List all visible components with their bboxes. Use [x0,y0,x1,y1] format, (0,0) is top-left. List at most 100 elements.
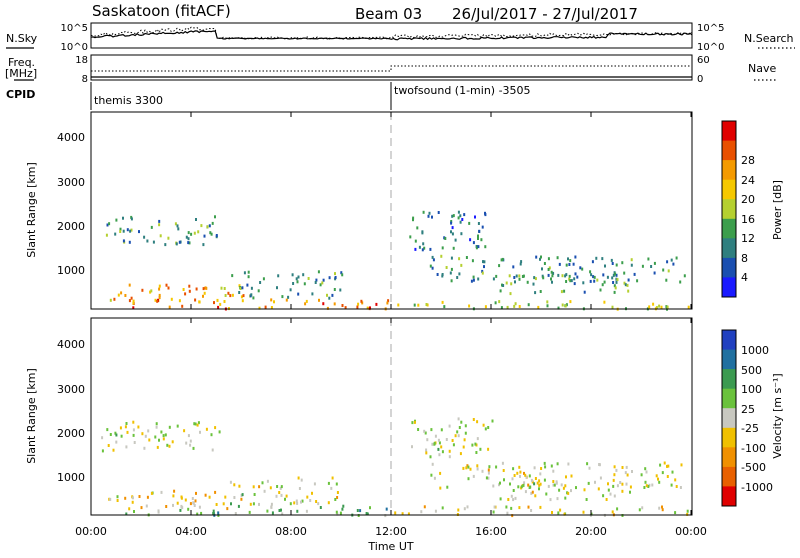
heatmap-cell [647,257,650,261]
vel-cbar-tick-m500: -500 [741,461,766,474]
heatmap-cell [155,425,158,429]
heatmap-cell [158,296,161,300]
heatmap-cell [468,304,471,308]
heatmap-cell [154,435,157,439]
heatmap-cell [441,246,444,250]
heatmap-cell [273,300,275,304]
heatmap-cell [475,451,478,454]
heatmap-cell [452,214,455,218]
heatmap-cell [160,490,163,494]
heatmap-cell [592,275,595,279]
heatmap-cell [341,273,344,277]
heatmap-cell [125,445,128,449]
heatmap-cell [296,509,299,513]
heatmap-cell [369,506,371,510]
heatmap-cell [262,277,265,281]
heatmap-cell [248,510,251,514]
heatmap-cell [278,491,281,494]
heatmap-cell [539,482,542,486]
heatmap-cell [180,495,183,499]
heatmap-cell [548,266,551,270]
heatmap-cell [270,505,273,509]
heatmap-cell [196,512,199,516]
power-ylabel: Slant Range [km] [25,162,38,258]
count-tick-right-top: 10^5 [697,23,724,34]
heatmap-cell [145,504,148,508]
heatmap-cell [249,502,252,506]
heatmap-cell [564,274,567,278]
heatmap-cell [438,441,441,445]
heatmap-cell [547,268,550,271]
colorbar-swatch [722,199,736,220]
heatmap-cell [675,485,678,488]
heatmap-cell [215,503,218,506]
heatmap-cell [297,275,300,279]
heatmap-cell [168,444,171,448]
heatmap-cell [247,275,250,279]
heatmap-cell [340,271,343,275]
heatmap-cell [508,274,511,278]
heatmap-cell [369,306,371,310]
heatmap-cell [483,265,485,269]
heatmap-cell [556,462,559,466]
heatmap-cell [344,306,347,310]
heatmap-cell [173,489,176,493]
heatmap-cell [217,305,220,309]
heatmap-cell [319,506,322,509]
heatmap-cell [178,299,181,303]
heatmap-cell [187,507,190,511]
heatmap-cell [500,258,503,262]
heatmap-cell [259,281,262,284]
heatmap-cell [476,464,479,468]
heatmap-cell [552,483,555,487]
heatmap-cell [687,305,690,309]
heatmap-cell [615,468,618,472]
heatmap-cell [651,483,654,487]
heatmap-cell [105,233,108,237]
heatmap-cell [328,296,331,300]
heatmap-cell [146,239,149,243]
heatmap-cell [538,483,541,487]
heatmap-cell [409,235,412,239]
heatmap-cell [611,510,614,514]
heatmap-cell [613,284,616,288]
heatmap-cell [621,261,624,265]
heatmap-cell [492,484,495,488]
heatmap-cell [524,473,527,477]
colorbar-swatch [722,257,736,278]
heatmap-cell [203,291,206,295]
heatmap-cell [501,257,504,261]
heatmap-cell [561,274,564,278]
heatmap-cell [317,502,320,506]
heatmap-cell [523,471,525,475]
heatmap-cell [670,258,673,262]
heatmap-cell [611,276,614,280]
heatmap-cell [607,482,609,486]
heatmap-cell [141,288,144,292]
heatmap-cell [570,279,573,283]
heatmap-cell [241,299,244,303]
colorbar-swatch [722,466,736,487]
heatmap-cell [120,434,123,438]
heatmap-cell [175,242,178,246]
heatmap-cell [361,301,364,305]
heatmap-cell [195,218,197,221]
heatmap-cell [115,433,118,437]
heatmap-cell [321,281,324,285]
heatmap-cell [132,420,135,424]
heatmap-cell [530,478,533,482]
colorbar-swatch [722,427,736,448]
heatmap-cell [518,277,521,281]
heatmap-cell [270,298,273,302]
heatmap-cell [543,461,546,465]
heatmap-cell [124,294,127,297]
heatmap-cell [470,279,473,283]
heatmap-cell [476,467,479,471]
heatmap-cell [341,304,344,307]
heatmap-cell [208,495,211,499]
power-cbar-tick-4: 4 [741,271,748,284]
heatmap-cell [414,247,417,251]
heatmap-cell [176,224,179,228]
heatmap-cell [165,283,168,287]
heatmap-cell [482,260,484,264]
